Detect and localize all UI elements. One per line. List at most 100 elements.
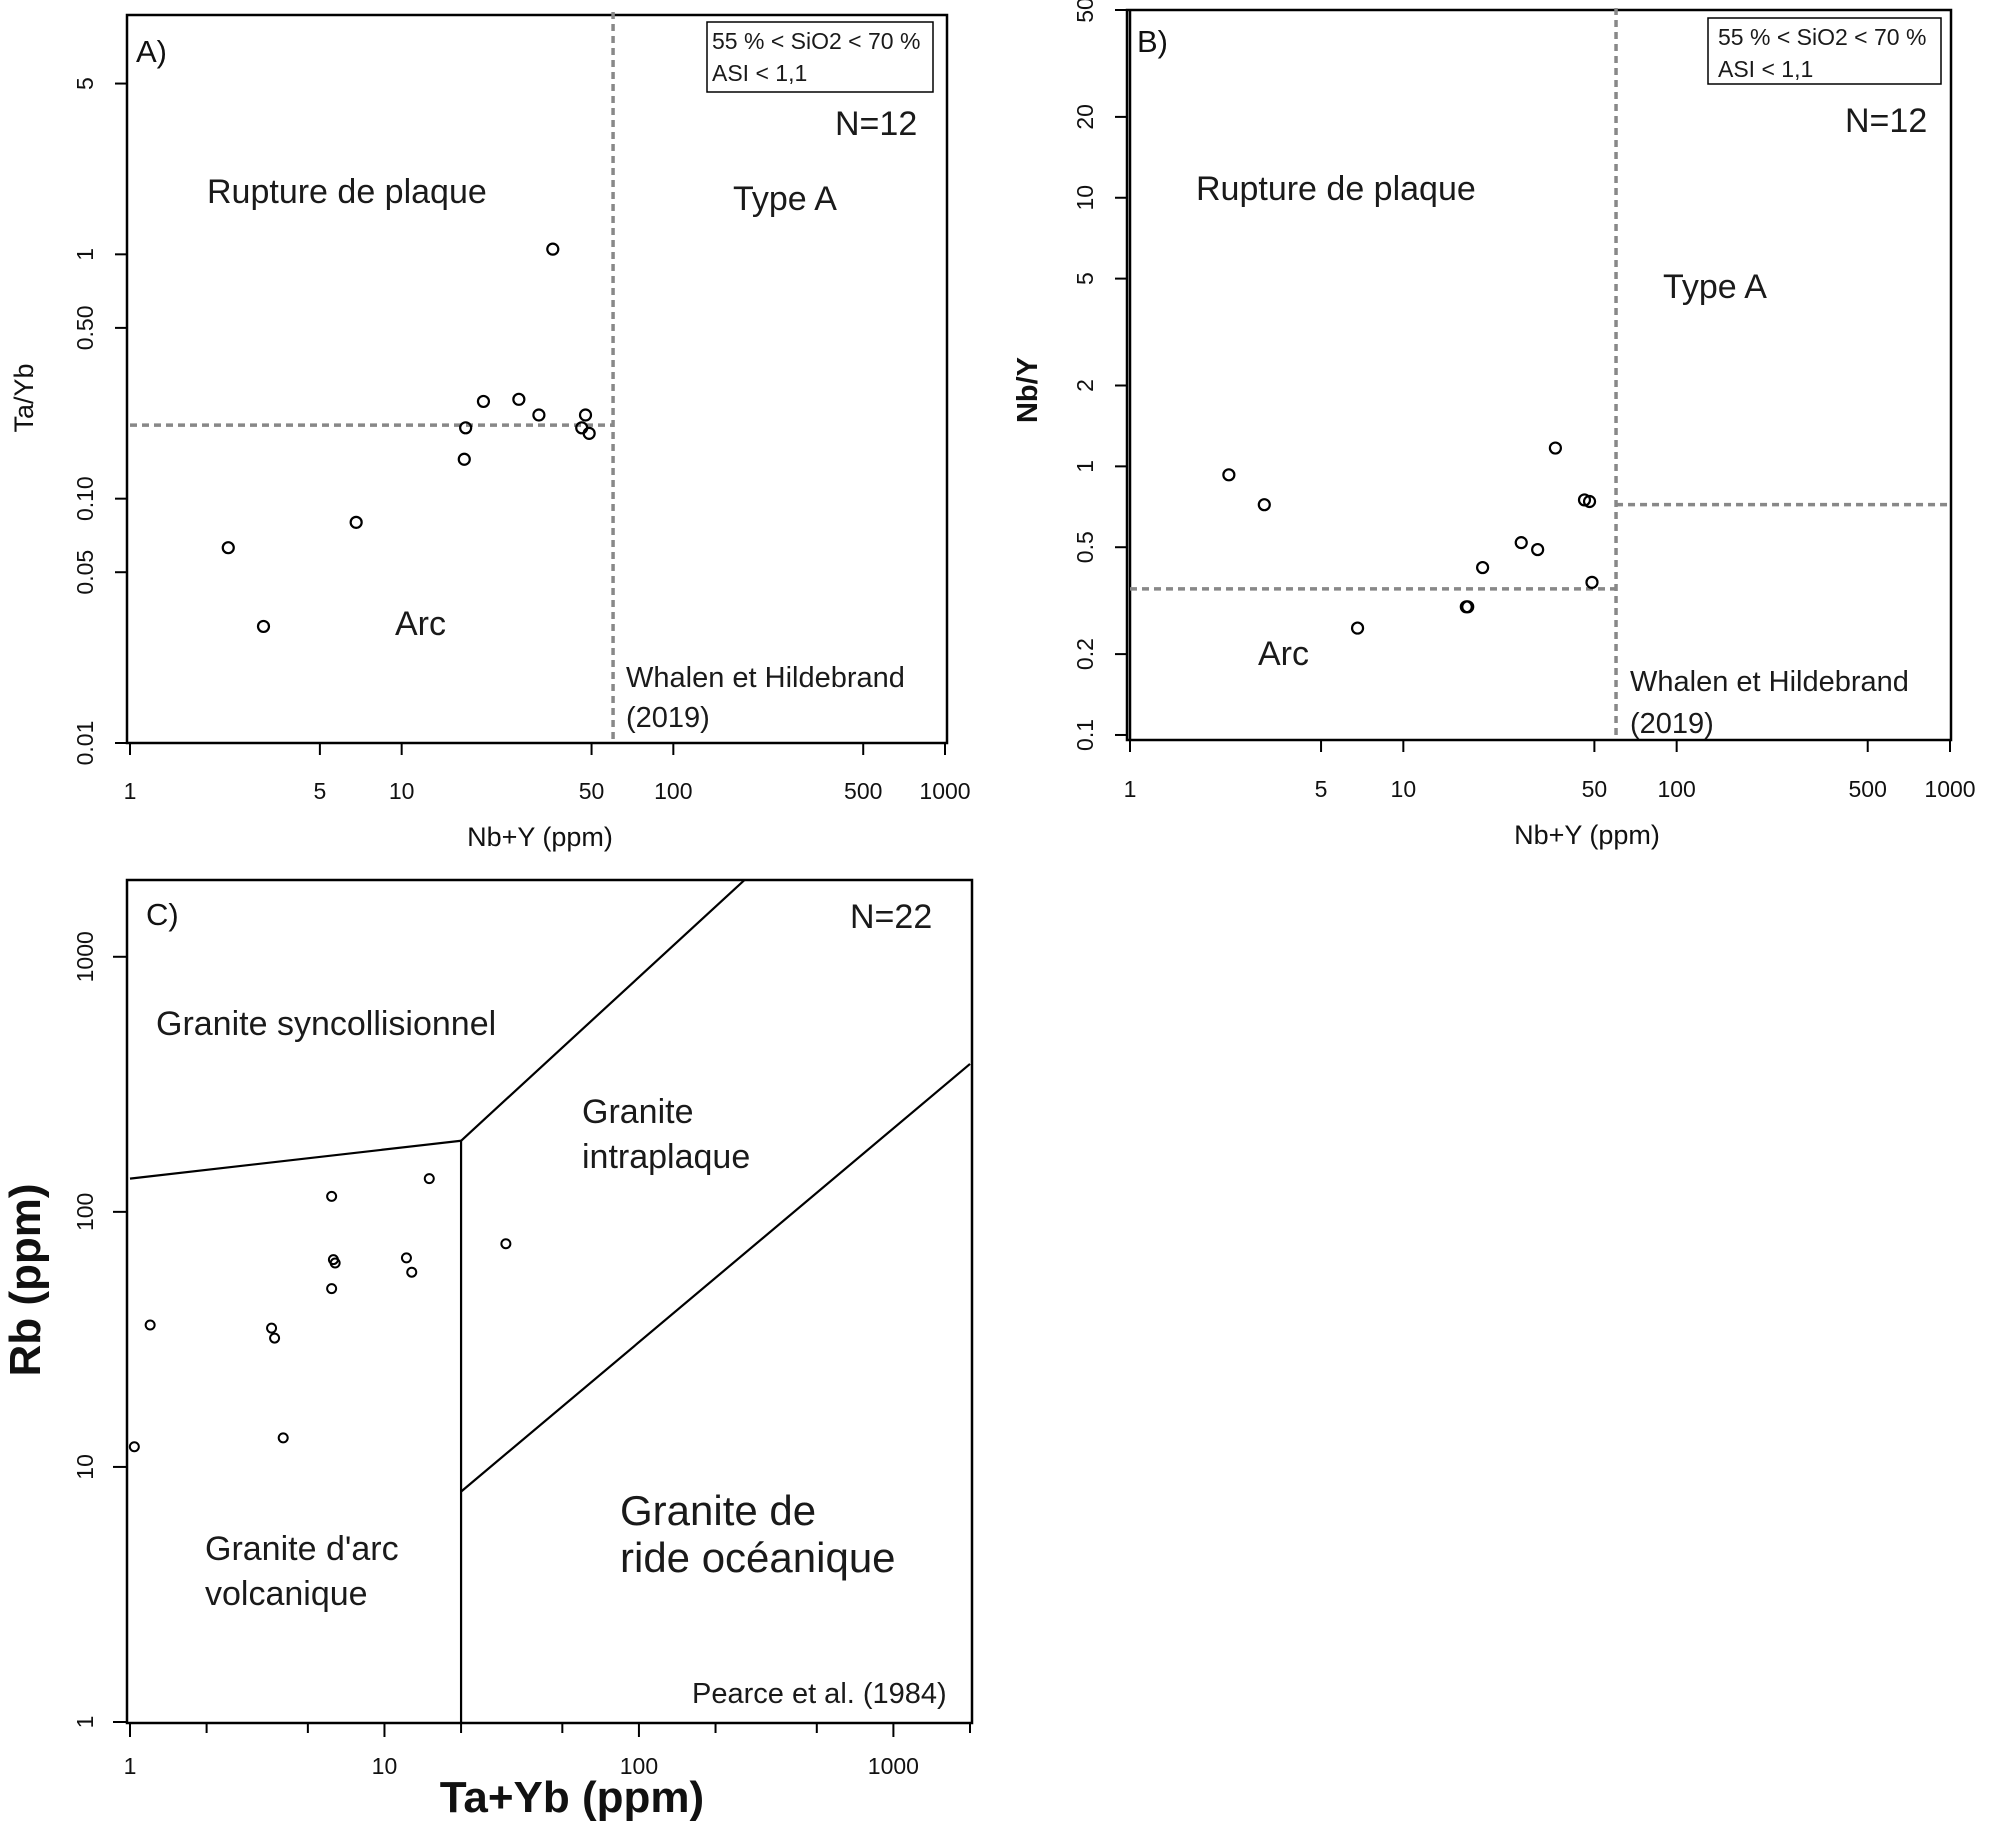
panel-a-y-tick-label: 0.01	[72, 721, 98, 766]
panel-c-frame	[125, 878, 974, 1725]
panel-a-frame	[125, 13, 949, 745]
panel-a-y-tick-label: 5	[72, 77, 98, 90]
panel-a-data-point	[532, 408, 546, 422]
panel-b-region-rupture: Rupture de plaque	[1196, 170, 1476, 208]
panel-c-count: N=22	[850, 898, 932, 936]
panel-b-y-tick-label: 0.2	[1072, 638, 1098, 670]
panel-a-region-type-a: Type A	[733, 180, 837, 218]
panel-c-region-ride-1: Granite de	[620, 1487, 816, 1534]
panel-b-source-2: (2019)	[1630, 708, 1714, 740]
panel-c-data-point	[326, 1190, 338, 1202]
panel-c-x-tick-label: 1000	[868, 1753, 919, 1779]
panel-c-y-tick-label: 100	[72, 1193, 98, 1231]
panel-c-y-tick-label: 1000	[72, 931, 98, 982]
panel-b-data-point	[1514, 536, 1528, 550]
panel-a-y-tick-label: 0.50	[72, 306, 98, 351]
panel-a-ylabel: Ta/Yb	[9, 363, 39, 432]
panel-b-x-tick-label: 1	[1124, 776, 1137, 802]
panel-c-data-point	[266, 1322, 278, 1334]
panel-b-data-point	[1548, 441, 1562, 455]
panel-b-data-point	[1350, 621, 1365, 635]
panel-a-data-point	[512, 392, 526, 406]
panel-a-x-tick-label: 500	[844, 778, 882, 804]
panel-b-frame	[1125, 8, 1953, 742]
panel-c-data-point	[144, 1319, 156, 1331]
panel-b-y-tick-label: 20	[1072, 104, 1098, 130]
panel-b-y-tick-label: 0.1	[1072, 719, 1098, 751]
panel-c-region-syncollisionnel: Granite syncollisionnel	[156, 1005, 496, 1043]
panel-c-data-point	[406, 1266, 418, 1278]
panel-b-y-tick-label: 10	[1072, 185, 1098, 211]
panel-a-condition-box	[706, 21, 934, 93]
panel-b-data-point	[1585, 575, 1599, 589]
panel-c-data-point	[423, 1173, 435, 1185]
panel-b-x-tick-label: 500	[1849, 776, 1887, 802]
panel-b-y-tick-label: 5	[1072, 272, 1098, 285]
panel-c-ylabel: Rb (ppm)	[1, 1183, 50, 1376]
panel-b-count: N=12	[1845, 102, 1927, 140]
panel-b-x-tick-label: 10	[1391, 776, 1417, 802]
panel-a-x-tick-label: 1	[124, 778, 137, 804]
panel-c-region-arc-2: volcanique	[205, 1575, 368, 1613]
panel-c-x-tick-label: 1	[124, 1753, 137, 1779]
panel-c-x-tick-label: 10	[372, 1753, 398, 1779]
panel-c-data-point	[277, 1432, 289, 1444]
panel-b-data-point	[1531, 542, 1545, 557]
panel-c-data-point	[500, 1238, 512, 1250]
panel-a-data-point	[349, 515, 363, 529]
panel-b-condition-box	[1707, 17, 1942, 85]
panel-a-region-arc: Arc	[395, 605, 446, 643]
panel-a: A) 55 % < SiO2 < 70 % ASI < 1,1 N=12 Rup…	[9, 12, 971, 852]
panel-b-condition-1: 55 % < SiO2 < 70 %	[1718, 24, 1926, 50]
panel-b-x-tick-label: 100	[1657, 776, 1695, 802]
panel-b-x-tick-label: 1000	[1924, 776, 1975, 802]
panel-a-x-tick-label: 5	[313, 778, 326, 804]
panel-c-y-tick-label: 1	[72, 1716, 98, 1729]
panel-c-data-point	[329, 1257, 341, 1269]
panel-a-data-point	[457, 452, 471, 466]
panel-b-source-1: Whalen et Hildebrand	[1630, 666, 1909, 698]
panel-a-letter: A)	[136, 34, 167, 69]
panel-a-data-point	[582, 426, 596, 440]
panel-c-xlabel: Ta+Yb (ppm)	[440, 1773, 704, 1822]
panel-b-y-tick-label: 2	[1072, 379, 1098, 392]
panel-b-data-point	[1222, 468, 1236, 482]
panel-c-data-point	[269, 1332, 281, 1344]
panel-a-data-point	[575, 421, 589, 435]
panel-c-data-point	[128, 1441, 140, 1453]
panel-b-data-point	[1257, 498, 1271, 512]
panel-a-source-2: (2019)	[626, 702, 710, 734]
panel-c-region-ride-2: ride océanique	[620, 1534, 896, 1581]
panel-c-boundary-line	[460, 879, 746, 1142]
panel-b-region-arc: Arc	[1258, 635, 1309, 673]
panel-c-region-intraplaque-1: Granite	[582, 1093, 694, 1131]
panel-c: C) N=22 Granite syncollisionnel Granite …	[1, 878, 974, 1822]
panel-c-letter: C)	[146, 897, 179, 932]
panel-b-data-point	[1582, 494, 1597, 509]
panel-a-x-tick-label: 1000	[919, 778, 970, 804]
panel-b-data-point	[1461, 600, 1475, 614]
panel-a-data-point	[459, 421, 473, 435]
panel-c-data-point	[400, 1252, 412, 1264]
panel-b-region-type-a: Type A	[1663, 268, 1767, 306]
panel-a-data-point	[256, 619, 271, 634]
panel-a-count: N=12	[835, 105, 917, 143]
panel-b-ylabel: Nb/Y	[1012, 357, 1044, 423]
panel-a-region-rupture: Rupture de plaque	[207, 173, 487, 211]
panel-a-source-1: Whalen et Hildebrand	[626, 662, 905, 694]
panel-a-y-tick-label: 0.10	[72, 476, 98, 521]
panel-c-y-tick-label: 10	[72, 1454, 98, 1480]
panel-a-data-point	[546, 242, 560, 256]
panel-b-y-tick-label: 50	[1072, 0, 1098, 23]
panel-a-x-tick-label: 100	[654, 778, 692, 804]
panel-a-data-point	[221, 541, 235, 555]
panel-b-data-point	[1476, 560, 1490, 575]
panel-a-x-tick-label: 50	[579, 778, 605, 804]
panel-b-x-tick-label: 50	[1582, 776, 1608, 802]
panel-b-xlabel: Nb+Y (ppm)	[1514, 820, 1660, 850]
panel-a-xlabel: Nb+Y (ppm)	[467, 822, 613, 852]
panel-c-boundary-line	[460, 1063, 971, 1493]
panel-c-region-arc-1: Granite d'arc	[205, 1530, 399, 1568]
panel-b-x-tick-label: 5	[1315, 776, 1328, 802]
panel-a-x-tick-label: 10	[389, 778, 415, 804]
